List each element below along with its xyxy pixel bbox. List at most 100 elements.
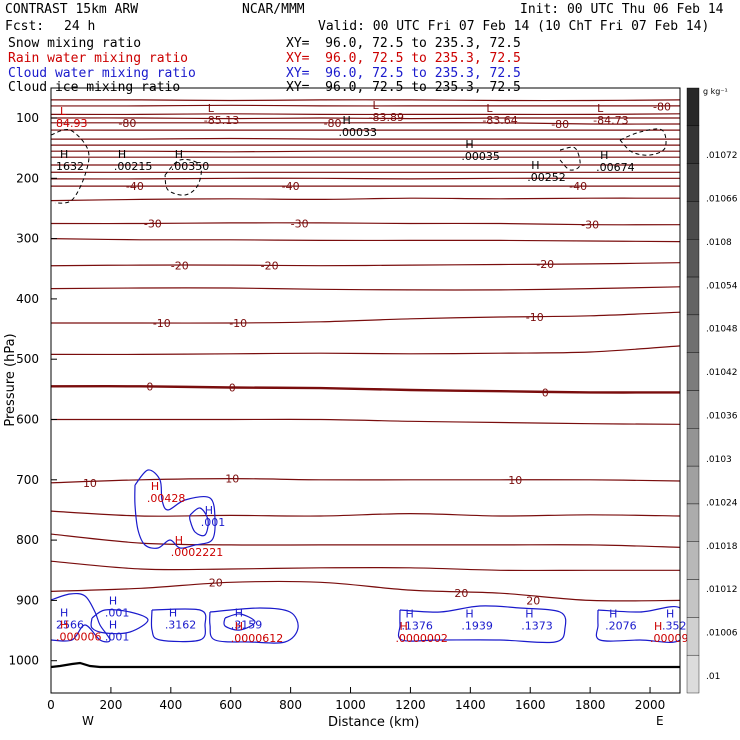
isotherm-contour	[51, 222, 680, 226]
isotherm-contour	[51, 311, 680, 324]
extremum-value: -85.13	[204, 114, 239, 127]
x-tick-label: 400	[159, 698, 182, 712]
x-tick-label: 800	[279, 698, 302, 712]
valid-time: Valid: 00 UTC Fri 07 Feb 14 (10 ChT Fri …	[318, 19, 710, 34]
extremum-value: .001	[105, 631, 129, 644]
colorbar-swatch	[686, 125, 700, 164]
colorbar-swatch	[686, 579, 700, 618]
isotherm-label: -20	[536, 258, 554, 271]
colorbar-swatch	[686, 201, 700, 240]
extremum-marker: L	[486, 102, 493, 115]
cloud-ice-contour	[164, 158, 202, 196]
y-tick-label: 400	[16, 292, 39, 306]
init-time: Init: 00 UTC Thu 06 Feb 14	[520, 2, 724, 17]
colorbar-swatch	[686, 617, 700, 656]
isotherm-contour	[51, 99, 680, 102]
cloud-ice-contour	[559, 146, 581, 171]
x-tick-label: 1400	[455, 698, 486, 712]
isotherm-label: -10	[153, 317, 171, 330]
isotherm-contour	[51, 104, 680, 107]
extremum-marker: L	[60, 105, 67, 118]
y-tick-label: 300	[16, 232, 39, 246]
extremum-marker: H	[109, 594, 117, 607]
isotherm-contour	[51, 580, 680, 602]
colorbar-swatch	[686, 239, 700, 278]
extremum-value: 1632	[56, 160, 84, 173]
extremum-marker: H	[151, 480, 159, 493]
extremum-value: .00215	[114, 160, 152, 173]
isotherm-label: 10	[83, 477, 97, 490]
extremum-marker: H	[609, 608, 617, 621]
colorbar-swatch	[686, 163, 700, 202]
x-axis-title: Distance (km)	[328, 715, 419, 730]
isotherm-label: -40	[126, 180, 144, 193]
colorbar-tick-label: .01012	[706, 585, 738, 595]
field-name-cloud-water: Cloud water mixing ratio	[8, 66, 196, 81]
isotherm-contour	[51, 385, 680, 394]
y-tick-label: 800	[16, 533, 39, 547]
isotherm-label: 10	[508, 474, 522, 487]
extremum-value: .1373	[521, 620, 553, 633]
extremum-value: .00009	[650, 632, 689, 645]
isotherm-contour	[51, 238, 680, 243]
x-tick-label: 1200	[395, 698, 426, 712]
extremum-marker: H	[118, 148, 126, 161]
isotherm-label: -80	[551, 118, 569, 131]
colorbar-swatch	[686, 465, 700, 505]
colorbar-tick-label: .01072	[706, 151, 738, 161]
isotherm-label: -80	[324, 117, 342, 130]
colorbar-tick-label: .01	[706, 672, 720, 682]
colorbar-tick-label: .01036	[706, 412, 738, 422]
extremum-value: .1376	[401, 620, 433, 633]
cloud-water-contour	[189, 507, 209, 537]
extremum-value: .0002221	[171, 546, 224, 559]
extremum-marker: H	[60, 148, 68, 161]
extremum-marker: H	[60, 607, 68, 620]
isotherm-label: 0	[229, 382, 236, 395]
isotherm-label: -10	[526, 311, 544, 324]
cloud-water-contour	[595, 606, 680, 643]
extremum-marker: L	[372, 99, 379, 112]
field-name-snow: Snow mixing ratio	[8, 36, 142, 51]
isotherm-contour	[51, 262, 680, 267]
extremum-value: .0000002	[395, 632, 448, 645]
isotherm-label: -20	[171, 260, 189, 273]
extremum-marker: H	[109, 619, 117, 632]
y-tick-label: 700	[16, 473, 39, 487]
extremum-value: -84.73	[593, 114, 628, 127]
field-xy-cloud-water: XY= 96.0, 72.5 to 235.3, 72.5	[286, 66, 521, 81]
fcst-value: 24 h	[64, 19, 96, 34]
colorbar-tick-label: .01024	[706, 498, 738, 508]
field-name-rain: Rain water mixing ratio	[8, 51, 189, 66]
field-xy-snow: XY= 96.0, 72.5 to 235.3, 72.5	[286, 36, 521, 51]
model-title: CONTRAST 15km ARW	[5, 2, 139, 17]
cloud-water-contour	[209, 607, 299, 644]
extremum-value: -83.64	[482, 114, 517, 127]
extremum-value: .1939	[461, 620, 493, 633]
extremum-marker: H	[525, 608, 533, 621]
extremum-marker: H	[169, 607, 177, 620]
x-tick-label: 1800	[575, 698, 606, 712]
extremum-marker: H	[531, 159, 539, 172]
x-end-label-west: W	[82, 714, 94, 728]
extremum-value: .001	[201, 516, 226, 529]
extremum-value: .00252	[527, 171, 566, 184]
colorbar: .01072 .01066 .0108 .01054 .01048 .01042 .0103…	[686, 87, 738, 694]
extremum-value: .000006	[56, 631, 102, 644]
isotherm-contour	[51, 122, 680, 125]
isotherm-label: -80	[118, 117, 136, 130]
extremum-marker: H	[175, 534, 183, 547]
cloud-water-contour	[150, 608, 207, 643]
extremum-marker: H	[235, 607, 243, 620]
isotherm-contour	[51, 560, 680, 572]
cloud-water-contour	[223, 613, 256, 631]
y-tick-label: 900	[16, 593, 39, 607]
extremum-marker: L	[208, 102, 215, 115]
isotherm-label: -80	[653, 101, 671, 114]
plot-frame	[50, 87, 681, 694]
extremum-marker: H	[175, 148, 183, 161]
extremum-marker: H	[465, 138, 473, 151]
cloud-ice-contour	[51, 128, 90, 204]
y-tick-label: 200	[16, 171, 39, 185]
y-tick-label: 500	[16, 352, 39, 366]
